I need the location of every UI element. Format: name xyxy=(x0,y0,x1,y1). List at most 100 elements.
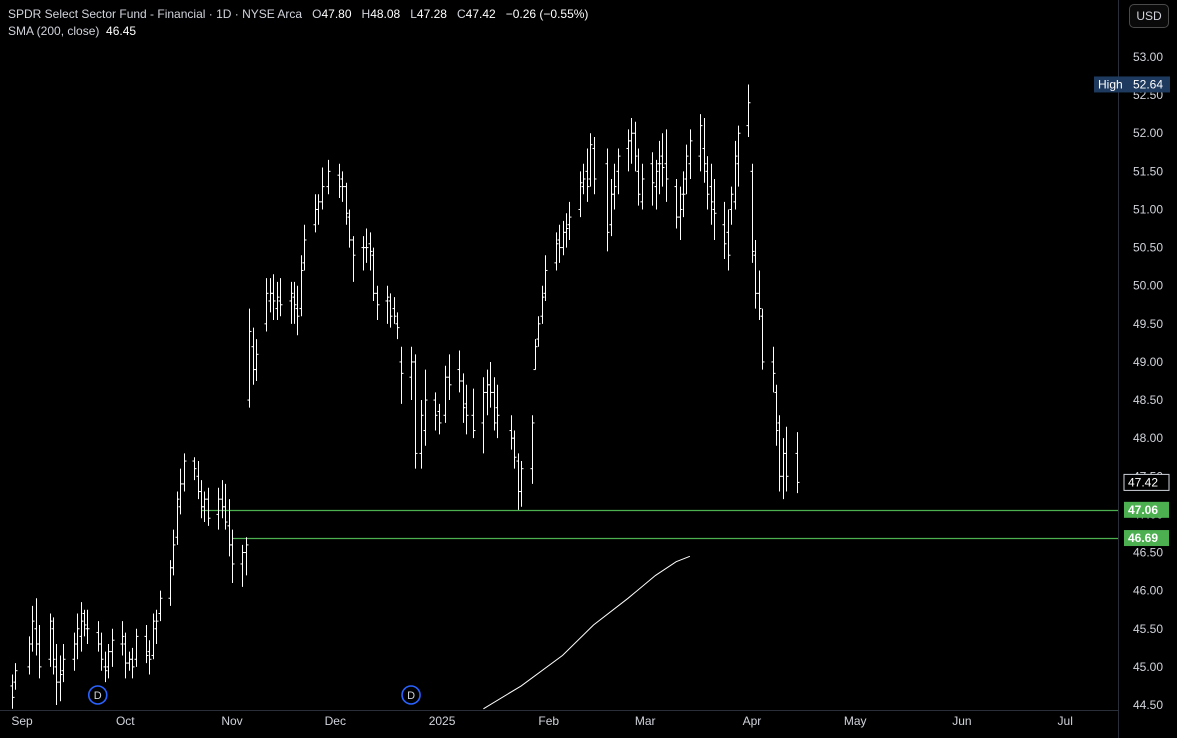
y-tick-label: 53.00 xyxy=(1133,50,1163,64)
ohlc-bar xyxy=(433,392,438,431)
ohlc-bar xyxy=(481,377,486,454)
y-tick-label: 51.00 xyxy=(1133,202,1163,216)
ohlc-bar xyxy=(123,632,128,679)
x-tick-label: Jun xyxy=(952,714,971,728)
currency-button[interactable]: USD xyxy=(1129,4,1169,28)
open-value: 47.80 xyxy=(321,7,352,21)
ohlc-bar xyxy=(605,148,610,252)
ohlc-bar xyxy=(206,487,211,526)
open-label: O xyxy=(312,7,322,21)
ohlc-bar xyxy=(543,255,548,301)
ohlc-bar xyxy=(399,346,404,404)
y-tick-label: 51.50 xyxy=(1133,164,1163,178)
dividend-icon xyxy=(401,685,421,705)
dividend-marker[interactable]: D xyxy=(401,685,421,705)
ohlc-bar xyxy=(320,167,325,210)
ohlc-bar xyxy=(58,655,63,702)
ohlc-bar xyxy=(519,461,524,507)
ohlc-bar xyxy=(464,384,469,435)
y-tick-label: 46.00 xyxy=(1133,584,1163,598)
ohlc-bar xyxy=(289,281,294,324)
sma-value: 46.45 xyxy=(106,24,137,38)
ohlc-bar xyxy=(650,152,655,206)
y-tick-label: 45.00 xyxy=(1133,660,1163,674)
ohlc-bar xyxy=(423,369,428,446)
x-tick-label: Dec xyxy=(325,714,346,728)
x-tick-label: May xyxy=(844,714,867,728)
ohlc-bar xyxy=(774,384,779,446)
ohlc-bar xyxy=(171,529,176,576)
ohlc-bar xyxy=(395,312,400,340)
ohlc-bar xyxy=(660,133,665,187)
ohlc-bar xyxy=(795,432,800,494)
ohlc-bar xyxy=(684,144,689,195)
ohlc-bar xyxy=(443,365,448,423)
ohlc-bar xyxy=(351,236,356,282)
ohlc-bar xyxy=(144,624,149,664)
ohlc-bar xyxy=(75,613,80,660)
ohlc-bar xyxy=(536,316,541,347)
ohlc-bar xyxy=(633,121,638,172)
y-tick-label: 46.50 xyxy=(1133,546,1163,560)
ohlc-bar xyxy=(512,430,517,469)
last-price-badge xyxy=(1123,473,1170,491)
level-badge-value: 46.69 xyxy=(1128,531,1158,545)
ohlc-bar xyxy=(371,247,376,301)
ohlc-bar xyxy=(247,308,252,408)
sma-legend-row[interactable]: SMA (200, close) 46.45 xyxy=(8,23,588,40)
ohlc-bar xyxy=(760,308,765,370)
x-tick-label: Mar xyxy=(635,714,656,728)
ohlc-bar xyxy=(244,537,249,576)
x-tick-label: Sep xyxy=(11,714,33,728)
symbol-title: SPDR Select Sector Fund - Financial · 1D… xyxy=(8,7,303,21)
ohlc-bar xyxy=(30,605,35,652)
ohlc-bar xyxy=(664,129,669,202)
ohlc-bar xyxy=(746,84,751,138)
ohlc-bar xyxy=(495,384,500,439)
ohlc-bar xyxy=(488,361,493,408)
y-tick-label: 50.50 xyxy=(1133,241,1163,255)
ohlc-bar xyxy=(674,178,679,229)
ohlc-bar xyxy=(82,609,87,637)
ohlc-bar xyxy=(230,529,235,584)
ohlc-bar xyxy=(154,609,159,645)
ohlc-bar xyxy=(364,228,369,263)
ohlc-bar xyxy=(223,483,228,530)
y-tick-label: 49.00 xyxy=(1133,355,1163,369)
dividend-marker[interactable]: D xyxy=(87,685,108,705)
close-label: C xyxy=(456,7,466,21)
ohlc-bar xyxy=(299,255,304,317)
ohlc-bar xyxy=(151,613,156,660)
ohlc-bar xyxy=(278,278,283,317)
chart-legend: SPDR Select Sector Fund - Financial · 1D… xyxy=(8,6,588,40)
ohlc-bar xyxy=(388,293,393,328)
ohlc-bar xyxy=(592,137,597,195)
ohlc-bar xyxy=(557,224,562,263)
ohlc-bar xyxy=(295,285,300,336)
y-tick-label: 45.50 xyxy=(1133,622,1163,636)
sma-line xyxy=(483,555,691,710)
ohlc-bar xyxy=(457,350,462,393)
ohlc-bar xyxy=(120,621,125,656)
low-value: 47.28 xyxy=(416,7,447,21)
ohlc-bar xyxy=(13,663,18,690)
last-price-value: 47.42 xyxy=(1128,475,1158,489)
ohlc-bar xyxy=(753,239,758,309)
y-tick-label: 44.50 xyxy=(1133,698,1163,712)
ohlc-bar xyxy=(292,281,297,324)
ohlc-bar xyxy=(578,171,583,218)
ohlc-bar xyxy=(37,624,42,679)
ohlc-bar xyxy=(612,163,617,210)
ohlc-bar xyxy=(61,644,66,683)
ohlc-bar xyxy=(784,426,789,492)
ohlc-bar xyxy=(192,457,197,481)
ohlc-bar xyxy=(10,674,15,709)
ohlc-bar xyxy=(585,148,590,202)
ohlc-bar xyxy=(750,163,755,263)
ohlc-bar xyxy=(337,163,342,199)
ohlc-bar xyxy=(48,613,53,667)
ohlc-bar xyxy=(275,281,280,321)
ohlc-bar xyxy=(678,186,683,240)
ohlc-bar xyxy=(103,651,108,683)
